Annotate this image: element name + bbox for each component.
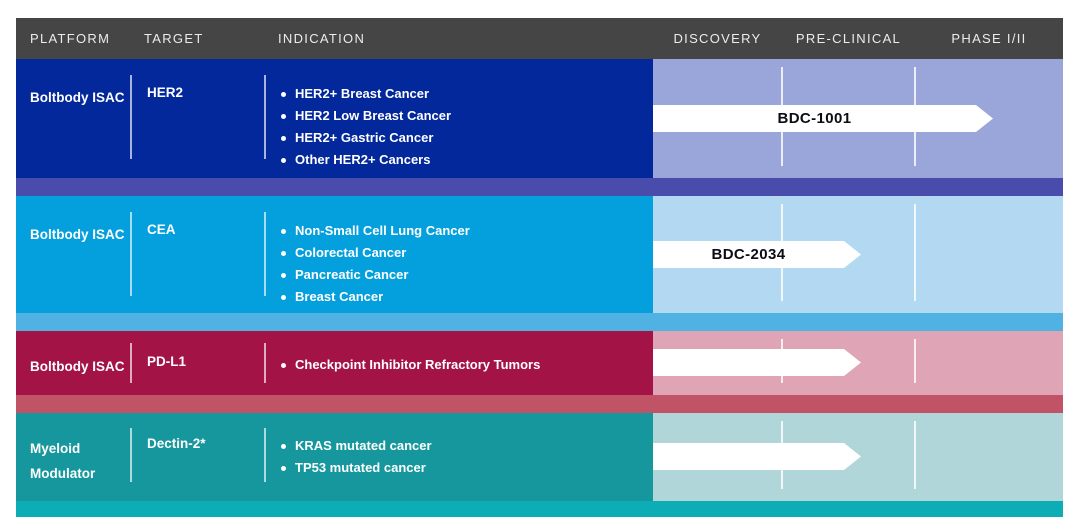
indication-list: Non-Small Cell Lung Cancer Colorectal Ca…: [281, 220, 470, 308]
list-item: KRAS mutated cancer: [281, 435, 432, 457]
target-label: Dectin-2*: [147, 436, 206, 451]
indication-label: KRAS mutated cancer: [295, 438, 432, 453]
indication-label: Colorectal Cancer: [295, 245, 407, 260]
indication-label: TP53 mutated cancer: [295, 460, 426, 475]
target-label: CEA: [147, 222, 176, 237]
indication-label: Checkpoint Inhibitor Refractory Tumors: [295, 357, 541, 372]
indication-label: Pancreatic Cancer: [295, 267, 409, 282]
row-separator: [16, 313, 1063, 331]
stage-divider: [914, 204, 916, 301]
target-label: HER2: [147, 85, 184, 100]
program-progress-arrow: BDC-2034: [653, 241, 861, 268]
indication-list: Checkpoint Inhibitor Refractory Tumors: [281, 354, 540, 376]
program-progress-arrow: [653, 349, 861, 376]
stage-header-preclinical: PRE-CLINICAL: [795, 31, 902, 46]
bullet-icon: [281, 363, 286, 368]
stage-header-phase-i-ii: PHASE I/II: [951, 31, 1027, 46]
platform-label: Boltbody ISAC: [30, 90, 125, 105]
bullet-icon: [281, 466, 286, 471]
bullet-icon: [281, 295, 286, 300]
bullet-icon: [281, 158, 286, 163]
column-divider: [130, 343, 132, 383]
bullet-icon: [281, 273, 286, 278]
column-divider: [130, 75, 132, 159]
list-item: Non-Small Cell Lung Cancer: [281, 220, 470, 242]
indication-label: HER2+ Breast Cancer: [295, 86, 430, 101]
stage-divider: [914, 421, 916, 489]
indication-label: Non-Small Cell Lung Cancer: [295, 223, 470, 238]
program-label: BDC-2034: [711, 246, 786, 263]
program-label: BDC-1001: [777, 110, 852, 127]
column-divider: [264, 428, 266, 482]
pipeline-row-her2: Boltbody ISAC HER2 HER2+ Breast Cancer H…: [16, 59, 1063, 178]
bullet-icon: [281, 251, 286, 256]
platform-label: Myeloid Modulator: [30, 441, 96, 481]
row-separator: [16, 178, 1063, 196]
indication-label: Other HER2+ Cancers: [295, 152, 431, 167]
column-divider: [130, 212, 132, 296]
stage-track: BDC-2034: [653, 196, 1063, 313]
stage-header-discovery: DISCOVERY: [673, 31, 762, 46]
pipeline-row-pdl1: Boltbody ISAC PD-L1 Checkpoint Inhibitor…: [16, 331, 1063, 395]
list-item: HER2+ Gastric Cancer: [281, 127, 451, 149]
list-item: Pancreatic Cancer: [281, 264, 470, 286]
pipeline-row-dectin2: Myeloid Modulator Dectin-2* KRAS mutated…: [16, 413, 1063, 501]
list-item: Breast Cancer: [281, 286, 470, 308]
column-divider: [264, 75, 266, 159]
row-info-dectin2: Myeloid Modulator Dectin-2* KRAS mutated…: [16, 413, 653, 501]
list-item: Other HER2+ Cancers: [281, 149, 451, 171]
column-divider: [264, 343, 266, 383]
column-header-target: TARGET: [144, 31, 204, 46]
indication-list: KRAS mutated cancer TP53 mutated cancer: [281, 435, 432, 479]
program-progress-arrow: [653, 443, 861, 470]
stage-track: [653, 331, 1063, 395]
stage-divider: [914, 339, 916, 383]
list-item: HER2+ Breast Cancer: [281, 83, 451, 105]
row-info-pdl1: Boltbody ISAC PD-L1 Checkpoint Inhibitor…: [16, 331, 653, 395]
list-item: Colorectal Cancer: [281, 242, 470, 264]
list-item: Checkpoint Inhibitor Refractory Tumors: [281, 354, 540, 376]
platform-label: Boltbody ISAC: [30, 227, 125, 242]
indication-label: HER2+ Gastric Cancer: [295, 130, 434, 145]
column-header-platform: PLATFORM: [30, 31, 111, 46]
header-bar: PLATFORM TARGET INDICATION DISCOVERY PRE…: [16, 18, 1063, 59]
bullet-icon: [281, 92, 286, 97]
pipeline-chart: PLATFORM TARGET INDICATION DISCOVERY PRE…: [16, 18, 1063, 517]
program-progress-arrow: BDC-1001: [653, 105, 993, 132]
stage-track: BDC-1001: [653, 59, 1063, 178]
indication-label: HER2 Low Breast Cancer: [295, 108, 452, 123]
row-info-cea: Boltbody ISAC CEA Non-Small Cell Lung Ca…: [16, 196, 653, 313]
indication-label: Breast Cancer: [295, 289, 384, 304]
target-label: PD-L1: [147, 354, 187, 369]
bullet-icon: [281, 229, 286, 234]
row-separator: [16, 501, 1063, 517]
pipeline-row-cea: Boltbody ISAC CEA Non-Small Cell Lung Ca…: [16, 196, 1063, 313]
column-divider: [130, 428, 132, 482]
stage-track: [653, 413, 1063, 501]
platform-label: Boltbody ISAC: [30, 359, 125, 374]
indication-list: HER2+ Breast Cancer HER2 Low Breast Canc…: [281, 83, 451, 171]
bullet-icon: [281, 444, 286, 449]
bullet-icon: [281, 136, 286, 141]
list-item: HER2 Low Breast Cancer: [281, 105, 451, 127]
bullet-icon: [281, 114, 286, 119]
column-divider: [264, 212, 266, 296]
row-separator: [16, 395, 1063, 413]
list-item: TP53 mutated cancer: [281, 457, 432, 479]
column-header-indication: INDICATION: [278, 31, 366, 46]
row-info-her2: Boltbody ISAC HER2 HER2+ Breast Cancer H…: [16, 59, 653, 178]
